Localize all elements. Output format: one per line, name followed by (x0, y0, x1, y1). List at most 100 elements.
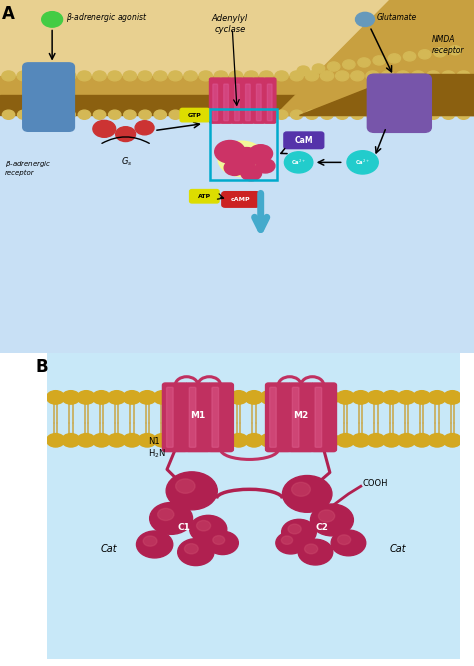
Circle shape (166, 472, 217, 510)
Circle shape (2, 110, 15, 119)
FancyBboxPatch shape (264, 78, 276, 123)
Circle shape (381, 71, 394, 81)
Circle shape (154, 434, 172, 447)
Circle shape (366, 110, 379, 119)
Circle shape (47, 71, 61, 81)
Circle shape (63, 71, 76, 81)
Circle shape (457, 110, 470, 119)
Circle shape (184, 391, 202, 404)
Circle shape (190, 515, 227, 543)
Circle shape (352, 434, 370, 447)
Circle shape (256, 159, 275, 173)
Circle shape (367, 391, 385, 404)
Circle shape (213, 535, 225, 544)
Circle shape (306, 110, 318, 119)
FancyBboxPatch shape (235, 84, 239, 121)
Text: Cat: Cat (101, 544, 118, 554)
Circle shape (291, 434, 309, 447)
Circle shape (290, 71, 303, 81)
Text: A: A (2, 5, 15, 23)
Circle shape (93, 110, 106, 119)
Circle shape (224, 160, 245, 175)
Circle shape (230, 391, 248, 404)
Circle shape (184, 434, 202, 447)
Text: M2: M2 (293, 412, 309, 420)
Circle shape (304, 544, 318, 554)
Circle shape (200, 110, 212, 119)
Circle shape (321, 434, 339, 447)
Circle shape (351, 71, 364, 81)
Circle shape (428, 434, 446, 447)
Circle shape (33, 110, 45, 119)
Bar (0, 0, 474, 78)
Circle shape (123, 71, 137, 81)
Circle shape (48, 110, 60, 119)
Circle shape (218, 141, 265, 176)
Circle shape (150, 502, 192, 534)
Circle shape (207, 531, 238, 555)
Circle shape (321, 391, 339, 404)
Bar (0, 76, 474, 95)
FancyBboxPatch shape (189, 388, 196, 448)
Circle shape (116, 127, 136, 142)
Circle shape (419, 50, 431, 59)
FancyBboxPatch shape (267, 84, 272, 121)
FancyBboxPatch shape (265, 383, 291, 452)
Circle shape (62, 391, 80, 404)
FancyBboxPatch shape (163, 383, 188, 452)
Circle shape (215, 141, 245, 163)
Circle shape (139, 110, 151, 119)
Circle shape (169, 71, 182, 81)
FancyBboxPatch shape (231, 78, 243, 123)
Circle shape (78, 110, 91, 119)
Circle shape (169, 391, 187, 404)
Circle shape (137, 531, 173, 558)
Circle shape (275, 391, 293, 404)
Circle shape (63, 110, 75, 119)
FancyBboxPatch shape (180, 109, 210, 122)
Text: cAMP: cAMP (231, 197, 250, 202)
Text: ATP: ATP (198, 194, 211, 198)
Circle shape (2, 71, 15, 81)
Circle shape (176, 479, 195, 494)
Circle shape (123, 391, 141, 404)
Circle shape (199, 434, 217, 447)
Text: GTP: GTP (188, 113, 202, 118)
Circle shape (135, 121, 154, 135)
FancyBboxPatch shape (256, 84, 261, 121)
Circle shape (214, 391, 233, 404)
Circle shape (382, 110, 394, 119)
Circle shape (411, 71, 425, 81)
Circle shape (154, 71, 167, 81)
Circle shape (214, 434, 233, 447)
Circle shape (169, 110, 182, 119)
Circle shape (138, 71, 152, 81)
Circle shape (319, 510, 335, 522)
Circle shape (283, 476, 332, 512)
FancyBboxPatch shape (210, 78, 221, 123)
Circle shape (337, 535, 351, 545)
Text: NMDA
receptor: NMDA receptor (431, 35, 464, 55)
Circle shape (388, 54, 401, 63)
Circle shape (229, 71, 243, 81)
Circle shape (199, 71, 212, 81)
Circle shape (457, 71, 470, 81)
Circle shape (260, 71, 273, 81)
Circle shape (124, 110, 136, 119)
Circle shape (17, 71, 30, 81)
Circle shape (184, 110, 197, 119)
FancyBboxPatch shape (270, 388, 276, 448)
Circle shape (245, 71, 258, 81)
Circle shape (143, 536, 157, 546)
Circle shape (321, 110, 333, 119)
Circle shape (260, 110, 273, 119)
Text: M1: M1 (190, 412, 206, 420)
Circle shape (336, 110, 348, 119)
Polygon shape (275, 0, 474, 115)
Circle shape (241, 165, 262, 180)
Text: $\beta$-adrenergic
receptor: $\beta$-adrenergic receptor (5, 159, 51, 176)
FancyBboxPatch shape (246, 84, 250, 121)
Circle shape (443, 391, 461, 404)
Circle shape (382, 391, 401, 404)
Circle shape (42, 11, 63, 27)
